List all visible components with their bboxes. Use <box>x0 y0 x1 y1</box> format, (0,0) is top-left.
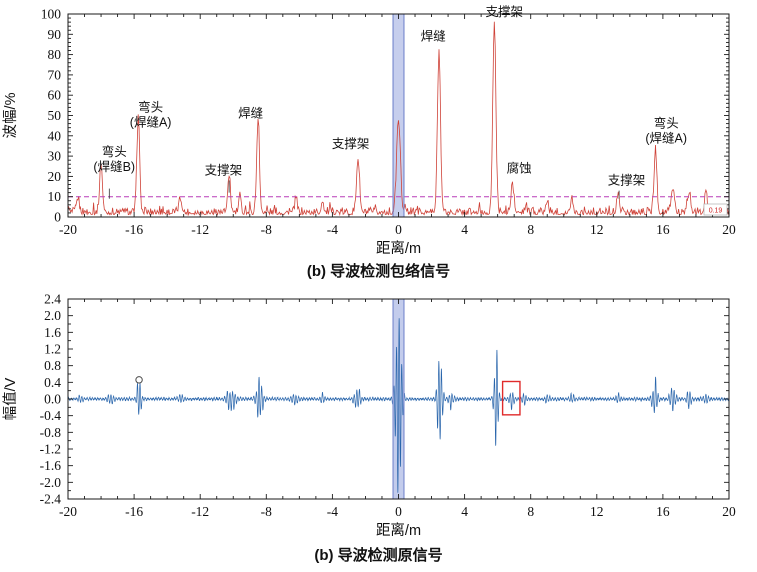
raw-signal-chart-svg: -20 -16 -12 -8 -4 0 4 8 12 16 20 -2.4 -2.0 -1.6-1.2 -0… <box>2 292 736 540</box>
peak-annotation: 弯头(焊缝B) <box>93 144 135 174</box>
tick-marks <box>67 13 730 218</box>
peak-annotation: 支撑架 <box>332 136 370 151</box>
peak-annotation: 支撑架 <box>608 173 646 188</box>
peak-annotation: 焊缝 <box>421 28 446 43</box>
svg-text:1.6: 1.6 <box>44 325 61 340</box>
svg-text:-16: -16 <box>125 222 143 237</box>
svg-text:-8: -8 <box>261 222 272 237</box>
svg-text:10: 10 <box>48 189 62 204</box>
svg-text:-12: -12 <box>191 222 209 237</box>
y-axis-label: 波幅/% <box>2 92 19 138</box>
highlight-box <box>501 380 521 416</box>
svg-text:-2.4: -2.4 <box>40 492 62 507</box>
point-marker-circle <box>135 376 143 384</box>
svg-text:0: 0 <box>395 504 402 519</box>
svg-text:-8: -8 <box>261 504 272 519</box>
tick-labels: -20 -16 -12 -8 -4 0 4 8 12 16 20 0 10 20 30 40 50 60 70 80 9… <box>41 7 736 238</box>
svg-text:40: 40 <box>48 128 62 143</box>
svg-text:-2.0: -2.0 <box>40 475 62 490</box>
envelope-chart-svg: -20 -16 -12 -8 -4 0 4 8 12 16 20 0 10 20 30 40 50 60 70 80 9… <box>2 4 736 257</box>
svg-text:0.0: 0.0 <box>44 392 61 407</box>
peak-annotation: 支撑架 <box>486 4 524 19</box>
svg-text:16: 16 <box>656 222 670 237</box>
svg-text:80: 80 <box>48 47 62 62</box>
svg-text:20: 20 <box>722 504 736 519</box>
peak-annotation: 腐蚀 <box>507 160 532 175</box>
svg-text:8: 8 <box>527 222 534 237</box>
caption-envelope: (b) 导波检测包络信号 <box>306 263 451 280</box>
svg-text:-20: -20 <box>59 222 77 237</box>
svg-text:0.19: 0.19 <box>709 208 723 215</box>
svg-text:-16: -16 <box>125 504 143 519</box>
svg-text:2.4: 2.4 <box>44 292 61 307</box>
svg-text:-4: -4 <box>327 504 338 519</box>
svg-text:1.2: 1.2 <box>44 342 61 357</box>
svg-text:-20: -20 <box>59 504 77 519</box>
svg-text:70: 70 <box>48 67 62 82</box>
svg-text:12: 12 <box>590 504 604 519</box>
raw-signal-trace <box>67 318 730 493</box>
tick-labels: -20 -16 -12 -8 -4 0 4 8 12 16 20 -2.4 -2.0 -1.6-1.2 -0… <box>40 292 736 520</box>
svg-text:20: 20 <box>722 222 736 237</box>
svg-text:16: 16 <box>656 504 670 519</box>
svg-text:-1.2: -1.2 <box>40 442 61 457</box>
svg-text:-0.4: -0.4 <box>40 408 62 423</box>
svg-text:0: 0 <box>54 210 61 225</box>
svg-text:30: 30 <box>48 149 62 164</box>
svg-text:0: 0 <box>395 222 402 237</box>
x-axis-label: 距离/m <box>376 240 421 257</box>
peak-annotation: 弯头(焊缝A) <box>645 116 687 146</box>
svg-text:-0.8: -0.8 <box>40 425 62 440</box>
peak-annotation: 弯头(焊缝A) <box>130 99 172 129</box>
svg-text:12: 12 <box>590 222 604 237</box>
peak-annotation: 焊缝 <box>238 106 263 121</box>
corner-note: 0.19 <box>703 203 728 216</box>
svg-text:4: 4 <box>461 222 468 237</box>
svg-text:-4: -4 <box>327 222 338 237</box>
svg-text:90: 90 <box>48 27 62 42</box>
svg-text:0.4: 0.4 <box>44 375 61 390</box>
dead-zone-band <box>393 14 404 217</box>
svg-text:20: 20 <box>48 169 62 184</box>
svg-text:-12: -12 <box>191 504 209 519</box>
x-axis-label: 距离/m <box>376 522 421 539</box>
svg-text:100: 100 <box>41 7 62 22</box>
svg-text:8: 8 <box>527 504 534 519</box>
envelope-trace <box>67 21 730 217</box>
y-axis-label: 幅值/V <box>2 377 19 420</box>
peak-annotation: 支撑架 <box>205 162 243 177</box>
caption-raw: (b) 导波检测原信号 <box>314 547 443 564</box>
svg-text:2.0: 2.0 <box>44 308 61 323</box>
svg-text:50: 50 <box>48 108 62 123</box>
tick-marks <box>67 298 730 500</box>
svg-text:60: 60 <box>48 88 62 103</box>
svg-text:0.8: 0.8 <box>44 358 61 373</box>
svg-text:4: 4 <box>461 504 468 519</box>
svg-text:-1.6: -1.6 <box>40 458 62 473</box>
